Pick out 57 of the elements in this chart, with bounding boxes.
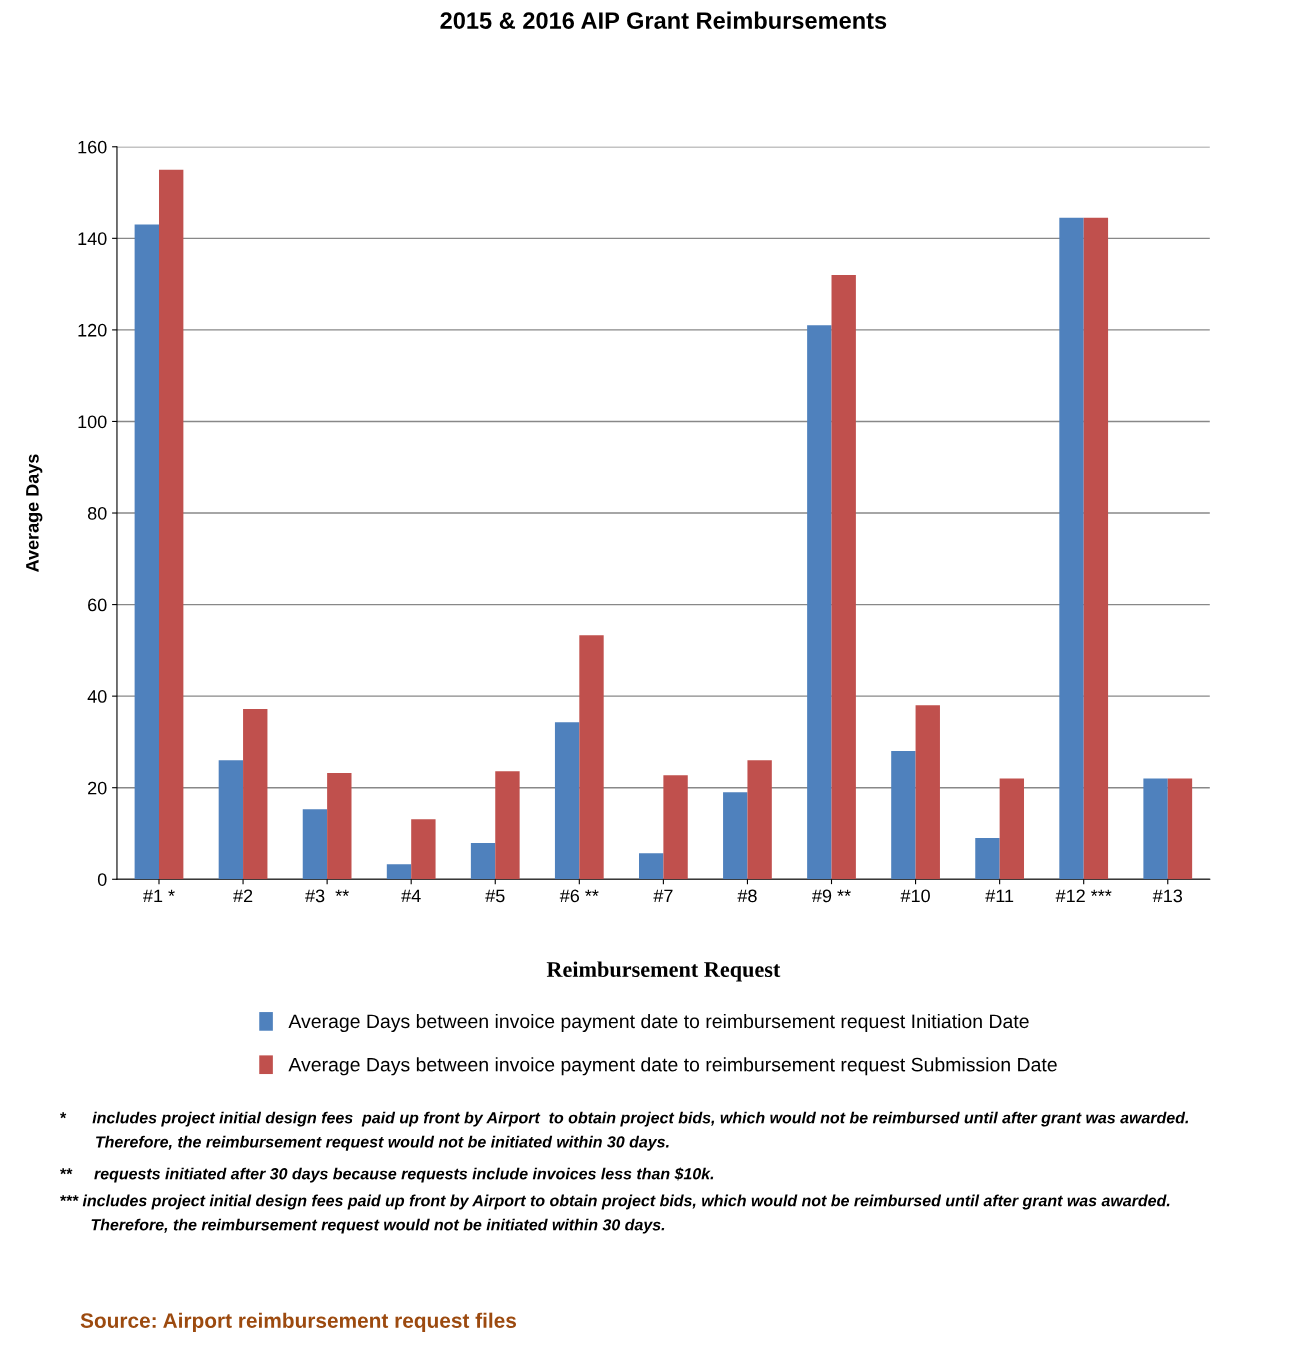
x-tick-label: #9 ** (812, 889, 851, 903)
bar (891, 751, 916, 880)
y-tick-label: 40 (87, 690, 107, 703)
y-tick-label: 60 (88, 598, 107, 612)
x-axis-title: Reimbursement Request (546, 961, 781, 982)
bar (639, 853, 664, 880)
x-tick-label: #10 (900, 889, 930, 903)
x-tick-label: #13 (1152, 889, 1183, 903)
y-tick-label: 80 (87, 506, 107, 520)
x-tick-label: #5 (485, 889, 505, 903)
x-tick-label: #7 (653, 889, 673, 903)
bar (999, 778, 1025, 880)
chart-title: 2015 & 2016 AIP Grant Reimbursements (440, 11, 887, 29)
bar (747, 760, 772, 880)
y-tick-label: 0 (97, 873, 107, 886)
y-tick-label: 140 (78, 232, 107, 246)
y-tick-label: 20 (88, 781, 107, 795)
bar (579, 635, 604, 880)
x-tick-label: #11 (985, 889, 1014, 903)
bar (915, 705, 940, 880)
bar (218, 760, 244, 880)
text: ** requests initiated after 30 days because requests include invoices less than $10k. (60, 1167, 714, 1183)
text: * includes project initial design fees paid up front by Airport to obtain project bids, which would not be reimbursed until after grant was awarded. Therefore, the reimbursement request would not be initiated within 30 days. (60, 1111, 1189, 1151)
x-tick-label: #3 ** (305, 889, 349, 903)
bar (411, 819, 436, 880)
bar (327, 773, 352, 880)
bar (134, 224, 159, 880)
bar (386, 864, 412, 880)
y-tick-label: 120 (78, 323, 107, 337)
bar (1167, 778, 1193, 880)
bar (831, 274, 856, 880)
x-tick-label: #1 * (143, 889, 175, 903)
bar (975, 838, 1000, 880)
legend-label: Average Days between invoice payment date to reimbursement request Submission Date (288, 1057, 1057, 1076)
bar (1083, 217, 1109, 880)
bar (495, 771, 520, 880)
bar (807, 325, 832, 880)
bar (243, 708, 268, 880)
bar (1059, 217, 1084, 880)
y-tick-label: 160 (78, 140, 107, 154)
bar (302, 809, 328, 880)
x-tick-label: #12 *** (1055, 889, 1112, 903)
bar (663, 775, 688, 880)
bar (159, 169, 184, 880)
y-axis-title: Average Days (26, 454, 43, 572)
x-tick-label: #2 (233, 889, 253, 903)
x-tick-label: #8 (737, 889, 757, 903)
bar (723, 792, 748, 880)
text: *** includes project initial design fees paid up front by Airport to obtain project bids, which would not be reimbursed until after grant was awarded. Therefore, the reimbursement request would not be initiated within 30 days. (60, 1194, 1170, 1234)
bar (1143, 778, 1168, 880)
x-tick-label: #6 ** (559, 889, 599, 903)
legend-label: Average Days between invoice payment date to reimbursement request Initiation Date (288, 1013, 1029, 1033)
bar (554, 722, 580, 880)
y-tick-label: 100 (78, 415, 107, 429)
source-note: Source: Airport reimbursement request files (80, 1312, 517, 1333)
x-tick-label: #4 (401, 889, 421, 903)
bar (470, 843, 496, 880)
